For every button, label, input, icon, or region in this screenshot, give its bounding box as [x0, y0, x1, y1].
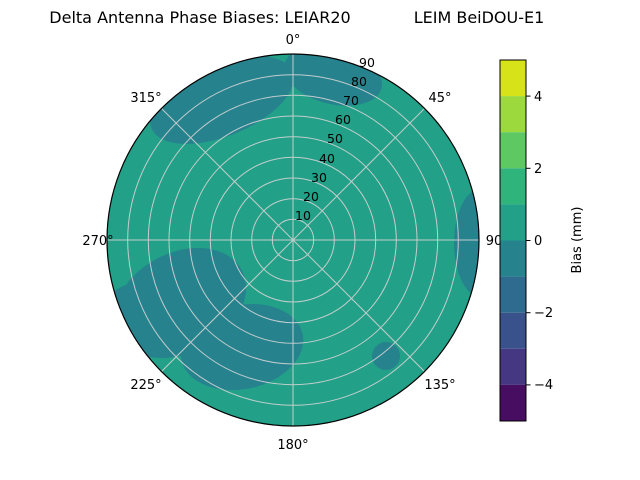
- colorbar-band-n1-0: [500, 240, 526, 277]
- r-tick-80: 80: [351, 74, 367, 89]
- colorbar-band-0-1: [500, 204, 526, 241]
- colorbar-band-n4-n3: [500, 348, 526, 385]
- colorbar-band-1-2: [500, 168, 526, 205]
- theta-tick-90: 90: [486, 234, 503, 249]
- theta-tick-45: 45°: [428, 91, 451, 106]
- colorbar-tick-0: 0: [534, 234, 542, 249]
- colorbar-band-n5-n4: [500, 384, 526, 421]
- r-tick-50: 50: [327, 131, 343, 146]
- r-tick-90: 90: [359, 55, 375, 70]
- theta-tick-0: 0°: [286, 33, 301, 48]
- patch-right-rim: [454, 188, 479, 298]
- polar-spine: [106, 53, 480, 427]
- r-tick-60: 60: [335, 112, 351, 127]
- patch-lower-right-spot: [372, 342, 400, 370]
- polar-grid: [107, 54, 479, 426]
- r-tick-40: 40: [319, 151, 335, 166]
- colorbar-band-2-3: [500, 132, 526, 169]
- colorbar-tick-2: 2: [534, 162, 542, 177]
- theta-tick-135: 135°: [424, 378, 455, 393]
- colorbar: 4 2 0 −2 −4 Bias (mm): [499, 59, 585, 422]
- colorbar-band-n2-n1: [500, 276, 526, 313]
- r-tick-20: 20: [303, 189, 319, 204]
- r-tick-30: 30: [311, 170, 327, 185]
- theta-tick-270: 270°: [82, 234, 113, 249]
- r-tick-10: 10: [295, 208, 311, 223]
- colorbar-band-3-4: [500, 96, 526, 133]
- colorbar-tick-n4: −4: [534, 378, 553, 393]
- theta-tick-225: 225°: [130, 378, 161, 393]
- colorbar-band-4-5: [500, 60, 526, 97]
- colorbar-tick-4: 4: [534, 90, 542, 105]
- colorbar-band-n3-n2: [500, 312, 526, 349]
- colorbar-axis-label: Bias (mm): [570, 207, 585, 274]
- colorbar-tick-n2: −2: [534, 306, 553, 321]
- colorbar-ticks: [526, 95, 531, 386]
- patch-lower-left-b: [180, 303, 304, 391]
- chart-title-right: LEIM BeiDOU-E1: [414, 8, 545, 27]
- theta-tick-180: 180°: [277, 438, 308, 453]
- chart-title-left: Delta Antenna Phase Biases: LEIAR20: [49, 8, 350, 27]
- theta-tick-315: 315°: [130, 91, 161, 106]
- patch-lower-left-c: [107, 282, 187, 358]
- r-tick-70: 70: [343, 93, 359, 108]
